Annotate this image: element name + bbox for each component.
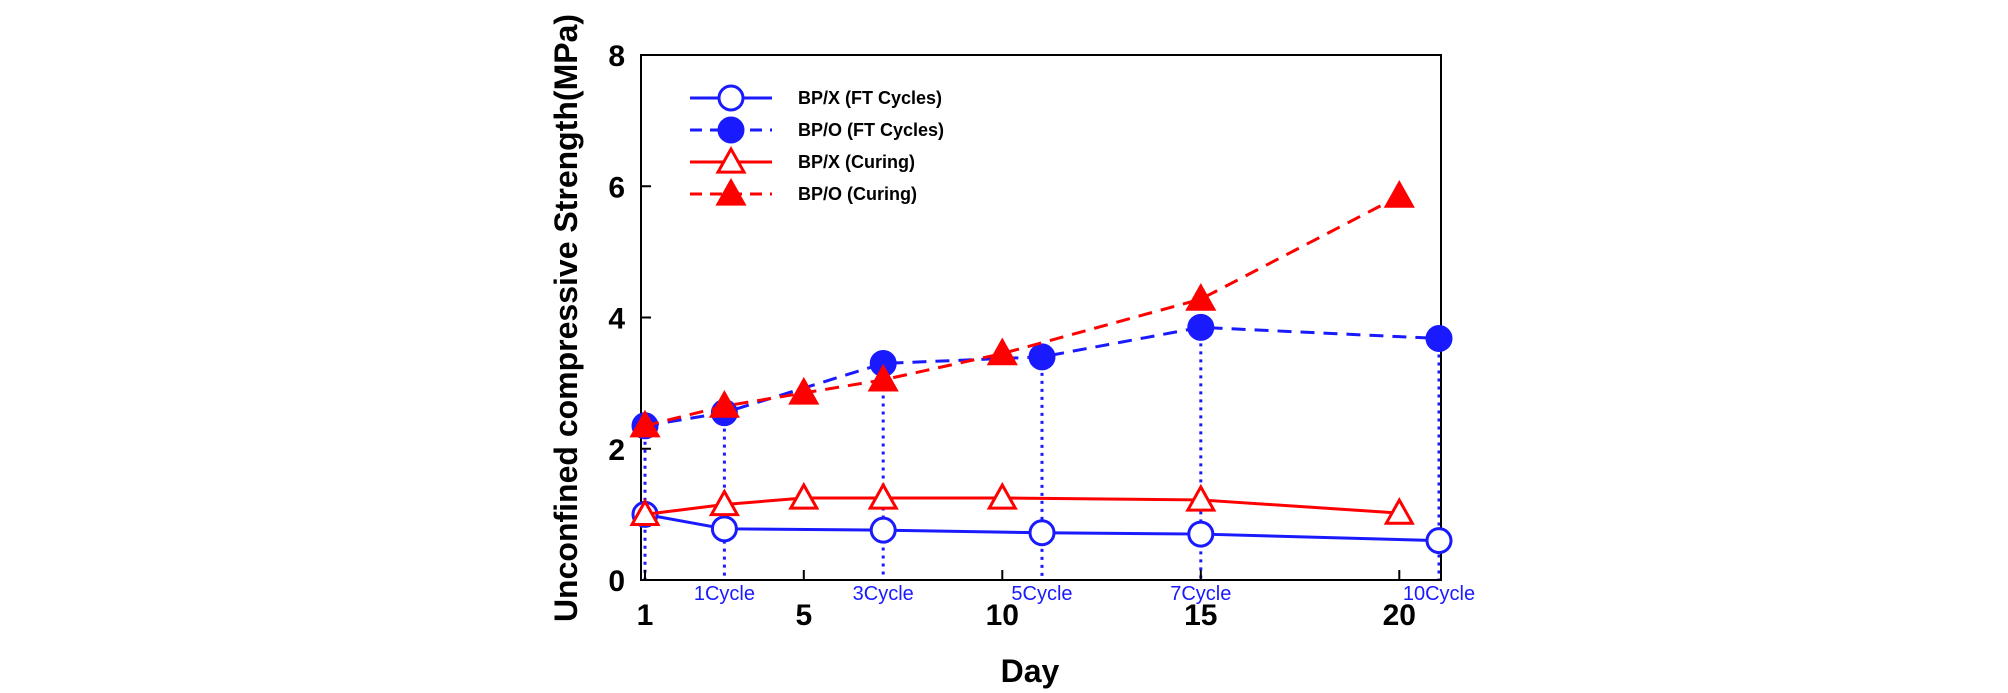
x-tick-label: 20 — [1383, 599, 1416, 632]
data-point — [867, 363, 899, 392]
data-point — [1425, 325, 1453, 352]
data-point — [1187, 520, 1215, 548]
y-tick-label: 0 — [608, 565, 625, 598]
series-3 — [629, 481, 1415, 527]
cycle-label: 1Cycle — [694, 583, 755, 605]
data-point — [629, 409, 661, 438]
series-line — [644, 194, 1400, 428]
data-point — [1187, 313, 1215, 341]
y-axis-title: Unconfined compressive Strength(MPa) — [548, 14, 584, 622]
series-line — [644, 325, 1440, 428]
data-point — [1185, 283, 1217, 311]
series-2 — [631, 313, 1453, 440]
data-point — [986, 481, 1018, 510]
cycle-label: 10Cycle — [1403, 583, 1475, 605]
series-line — [644, 496, 1400, 516]
data-point — [1028, 519, 1056, 547]
data-point — [1425, 527, 1453, 555]
legend-marker — [715, 145, 747, 174]
x-axis-title: Day — [1001, 653, 1060, 689]
legend-label: BP/X (Curing) — [798, 152, 915, 172]
cycle-label: 7Cycle — [1170, 583, 1231, 605]
legend-label: BP/O (Curing) — [798, 184, 917, 204]
legend-marker — [717, 116, 745, 144]
y-tick-label: 6 — [608, 171, 625, 204]
x-tick-label: 1 — [637, 599, 654, 632]
y-tick-label: 8 — [608, 40, 625, 73]
legend-label: BP/O (FT Cycles) — [798, 120, 944, 140]
y-tick-label: 2 — [608, 434, 625, 467]
legend-label: BP/X (FT Cycles) — [798, 88, 942, 108]
data-point — [710, 515, 738, 543]
data-point — [708, 390, 740, 418]
data-point — [708, 488, 740, 517]
cycle-labels: 1Cycle 3Cycle 5Cycle 7Cycle 10Cycle — [694, 583, 1475, 605]
data-point — [986, 337, 1018, 366]
x-tick-label: 15 — [1184, 599, 1217, 632]
data-point — [1028, 343, 1056, 371]
data-point — [867, 481, 899, 510]
data-point — [1185, 483, 1217, 512]
cycle-label: 5Cycle — [1011, 583, 1072, 605]
data-point — [788, 481, 820, 510]
cycle-label: 3Cycle — [853, 583, 914, 605]
data-point — [869, 516, 897, 544]
data-point — [788, 376, 820, 405]
series-4 — [629, 180, 1415, 438]
legend-marker — [715, 177, 747, 206]
y-tick-label: 4 — [608, 303, 625, 336]
x-tick-label: 10 — [986, 599, 1019, 632]
data-point — [1383, 496, 1415, 525]
x-tick-label: 5 — [795, 599, 812, 632]
series-layer — [629, 180, 1453, 555]
data-point — [629, 498, 661, 527]
data-point — [1383, 180, 1415, 208]
legend-marker — [717, 84, 745, 112]
legend: BP/X (FT Cycles) BP/O (FT Cycles) BP/X (Cu… — [690, 84, 944, 206]
